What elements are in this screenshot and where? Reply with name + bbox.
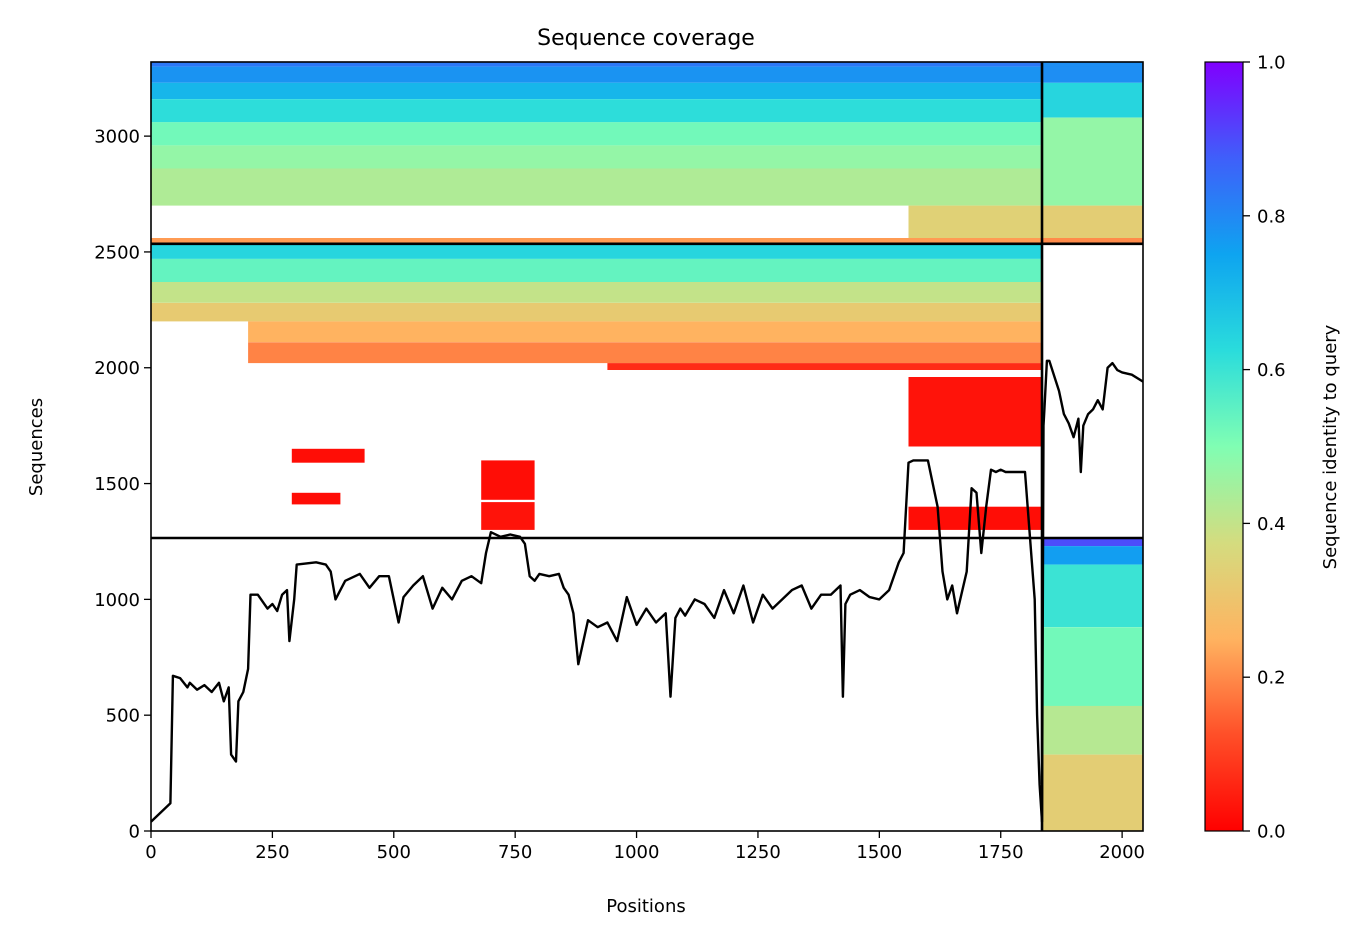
coverage-line [150, 359, 1144, 823]
coverage-block-27 [1042, 538, 1143, 547]
x-tick-label: 500 [377, 842, 411, 863]
y-tick-label: 3000 [94, 127, 140, 148]
plot-frame [150, 61, 1144, 832]
colorbar-gradient [1204, 61, 1244, 832]
colorbar-label: Sequence identity to query [1320, 324, 1341, 569]
x-tick-label: 1250 [735, 842, 781, 863]
y-tick-label: 1000 [94, 590, 140, 611]
coverage-block-9 [1042, 62, 1143, 83]
coverage-block-8 [151, 238, 1042, 244]
coverage-block-14 [151, 243, 1042, 259]
y-tick-label: 2000 [94, 358, 140, 379]
coverage-block-19 [248, 342, 1043, 364]
coverage-block-18 [248, 321, 1043, 343]
coverage-block-4 [151, 122, 1042, 146]
coverage-block-31 [1042, 705, 1143, 755]
colorbar-tick-label: 0.0 [1257, 822, 1286, 843]
coverage-block-23 [291, 448, 365, 463]
coverage-block-16 [151, 282, 1042, 303]
coverage-block-10 [1042, 82, 1143, 118]
colorbar-tick-label: 0.2 [1257, 668, 1286, 689]
coverage-block-29 [1042, 564, 1143, 628]
coverage-block-22 [908, 506, 1042, 530]
coverage-block-25 [481, 460, 535, 500]
coverage-block-12 [1042, 205, 1143, 238]
x-tick-label: 1000 [614, 842, 660, 863]
coverage-block-0 [151, 62, 1042, 67]
coverage-block-26 [481, 502, 535, 530]
x-tick-label: 1500 [856, 842, 902, 863]
x-axis: 0 250 500 750 1000 1250 1500 1750 2000 [145, 831, 1145, 863]
coverage-block-32 [1042, 754, 1143, 831]
coverage-block-17 [151, 302, 1042, 322]
colorbar: 0.0 0.2 0.4 0.6 0.8 1.0 Sequence identity to … [1204, 53, 1341, 843]
y-tick-label: 0 [129, 822, 140, 843]
coverage-block-11 [1042, 117, 1143, 206]
coverage-block-28 [1042, 546, 1143, 565]
coverage-block-30 [1042, 627, 1143, 706]
x-tick-label: 1750 [978, 842, 1024, 863]
colorbar-tick-label: 0.4 [1257, 514, 1286, 535]
coverage-block-20 [607, 363, 1042, 370]
coverage-block-5 [151, 145, 1042, 169]
y-tick-label: 1500 [94, 474, 140, 495]
y-tick-label: 500 [106, 706, 140, 727]
coverage-block-13 [1042, 238, 1143, 244]
x-tick-label: 250 [255, 842, 289, 863]
x-axis-label: Positions [606, 896, 685, 917]
colorbar-tick-label: 1.0 [1257, 53, 1286, 74]
y-axis-label: Sequences [26, 398, 47, 496]
coverage-block-3 [151, 99, 1042, 123]
coverage-block-2 [151, 82, 1042, 99]
coverage-block-15 [151, 258, 1042, 283]
coverage-block-1 [151, 66, 1042, 83]
x-tick-label: 2000 [1099, 842, 1145, 863]
coverage-block-21 [908, 377, 1042, 447]
colorbar-tick-label: 0.8 [1257, 206, 1286, 227]
y-axis: 0 500 1000 1500 2000 2500 3000 [94, 127, 151, 843]
chart-title: Sequence coverage [537, 26, 755, 51]
colorbar-tick-label: 0.6 [1257, 360, 1286, 381]
coverage-block-24 [291, 492, 341, 505]
coverage-block-7 [908, 205, 1042, 238]
x-tick-label: 0 [145, 842, 156, 863]
y-tick-label: 2500 [94, 242, 140, 263]
plot-area [150, 61, 1144, 832]
x-tick-label: 750 [498, 842, 532, 863]
coverage-block-6 [151, 168, 1042, 206]
